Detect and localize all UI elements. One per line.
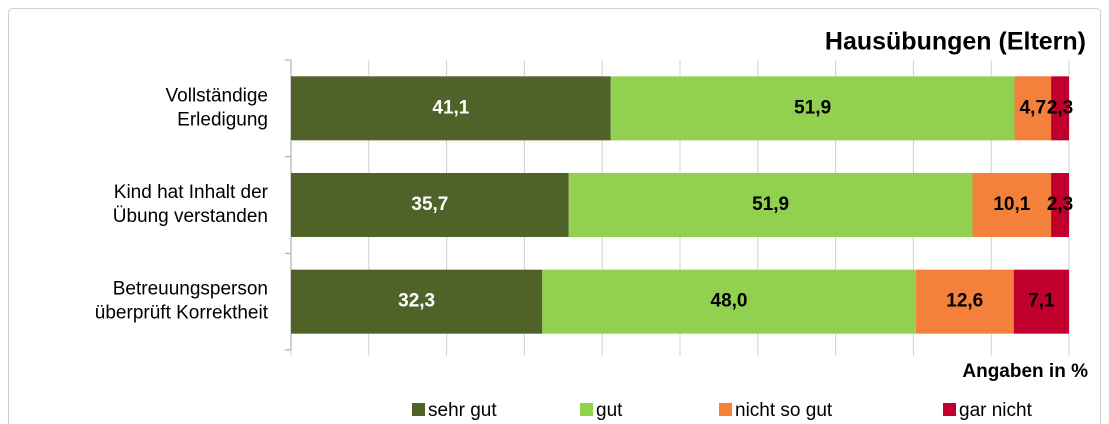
legend-label: gut <box>596 400 623 421</box>
data-label: 32,3 <box>398 291 435 312</box>
bar-segment <box>972 173 1052 237</box>
bar-segment <box>542 269 916 334</box>
data-label: 4,7 <box>1020 97 1046 118</box>
bar-segment <box>291 269 543 334</box>
bar-segment <box>568 173 973 237</box>
legend-swatch <box>580 403 593 416</box>
bar-segment <box>1051 76 1069 141</box>
data-label: 35,7 <box>411 194 448 215</box>
data-label: 12,6 <box>946 291 983 312</box>
chart-title: Hausübungen (Eltern) <box>825 28 1086 56</box>
data-label: 48,0 <box>711 291 748 312</box>
legend-swatch <box>719 403 732 416</box>
x-axis-label: Angaben in % <box>962 361 1088 382</box>
data-label: 7,1 <box>1028 291 1055 312</box>
bar-segment <box>291 173 569 237</box>
legend-swatch <box>943 403 956 416</box>
y-tick-label: Kind hat Inhalt der <box>114 182 269 203</box>
bar-segment <box>1013 269 1069 334</box>
y-tick-label: Vollständige <box>166 85 268 106</box>
legend-label: gar nicht <box>959 400 1033 421</box>
y-tick-label: Übung verstanden <box>113 206 268 227</box>
data-label: 2,3 <box>1047 97 1073 118</box>
legend-label: sehr gut <box>428 400 497 421</box>
bar-segment <box>1051 173 1069 237</box>
data-label: 41,1 <box>432 97 469 118</box>
y-tick-label: Betreuungsperson <box>113 279 268 300</box>
data-label: 51,9 <box>752 194 789 215</box>
y-tick-label: Erledigung <box>177 109 268 130</box>
bar-segment <box>1014 76 1052 141</box>
data-label: 51,9 <box>794 97 831 118</box>
data-label: 10,1 <box>993 194 1030 215</box>
bar-segment <box>915 269 1014 334</box>
legend-swatch <box>412 403 425 416</box>
bar-segment <box>291 76 611 141</box>
bar-segment <box>610 76 1015 141</box>
data-label: 2,3 <box>1047 194 1073 215</box>
legend-label: nicht so gut <box>735 400 833 421</box>
y-tick-label: überprüft Korrektheit <box>95 303 269 324</box>
